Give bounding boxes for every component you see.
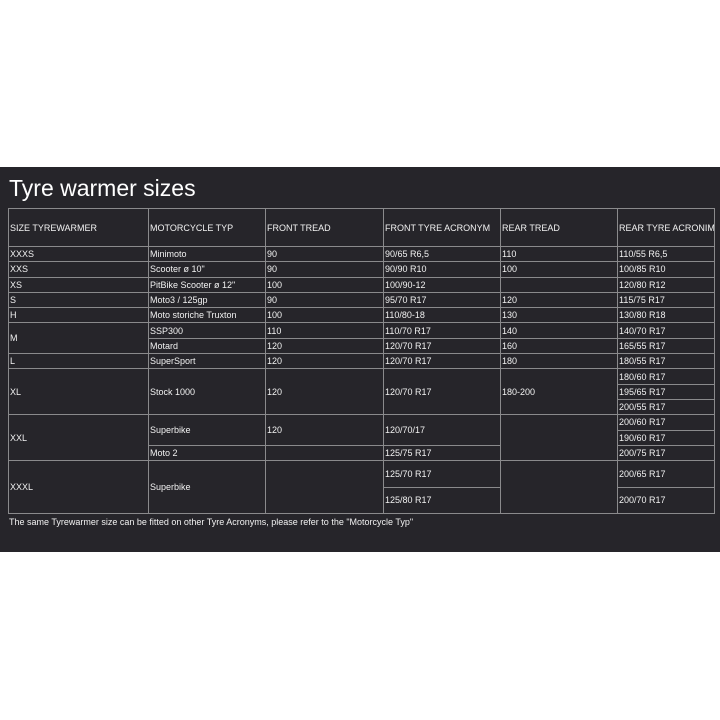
table-row: H Moto storiche Truxton 100 110/80-18 130 130… xyxy=(8,307,715,324)
table-cell xyxy=(500,414,618,462)
table-cell: 200/70 R17 xyxy=(617,486,715,515)
table-cell: Motard xyxy=(148,337,266,355)
table-row: XXXS Minimoto 90 90/65 R6,5 110 110/55 R6,5 xyxy=(8,245,715,263)
table-cell: 125/70 R17 xyxy=(383,460,501,488)
table-cell: 125/80 R17 xyxy=(383,486,501,515)
column-header: REAR TREAD xyxy=(500,208,618,247)
table-cell: PitBike Scooter ø 12" xyxy=(148,276,266,293)
table-cell: XXL xyxy=(8,414,149,462)
table-cell: 90/65 R6,5 xyxy=(383,245,501,263)
table-cell: 100/90-12 xyxy=(383,276,501,293)
table-cell: XXXS xyxy=(8,245,149,263)
column-header: MOTORCYCLE TYP xyxy=(148,208,266,247)
table-cell: S xyxy=(8,291,149,309)
table-cell: 120 xyxy=(265,353,384,370)
table-cell: Scooter ø 10" xyxy=(148,261,266,278)
table-cell xyxy=(265,460,384,515)
table-cell: 90 xyxy=(265,261,384,278)
table-cell: SuperSport xyxy=(148,353,266,370)
table-cell: 95/70 R17 xyxy=(383,291,501,309)
table-cell: 110 xyxy=(500,245,618,263)
table-cell: 90 xyxy=(265,245,384,263)
table-cell: 120 xyxy=(265,368,384,416)
table-cell xyxy=(500,460,618,515)
table-row: XS PitBike Scooter ø 12" 100 100/90-12 120/8… xyxy=(8,276,715,293)
table-cell: 120 xyxy=(500,291,618,309)
table-cell: 100 xyxy=(500,261,618,278)
table-cell: 180 xyxy=(500,353,618,370)
table-cell: 195/65 R17 xyxy=(617,383,715,400)
table-cell: SSP300 xyxy=(148,322,266,339)
table-cell: 165/55 R17 xyxy=(617,337,715,355)
table-cell: H xyxy=(8,307,149,324)
column-header: FRONT TYRE ACRONYM xyxy=(383,208,501,247)
table-cell: 120/70/17 xyxy=(383,414,501,446)
column-header: REAR TYRE ACRONIM xyxy=(617,208,715,247)
table-cell xyxy=(265,444,384,462)
table-cell: XS xyxy=(8,276,149,293)
table-cell: Moto 2 xyxy=(148,444,266,462)
table-cell: XL xyxy=(8,368,149,416)
fitment-note: The same Tyrewarmer size can be fitted o… xyxy=(9,517,414,527)
table-row: XXS Scooter ø 10" 90 90/90 R10 100 100/85 R10 xyxy=(8,261,715,278)
table-row: S Moto3 / 125gp 90 95/70 R17 120 115/75 R17 xyxy=(8,291,715,309)
table-cell: 200/65 R17 xyxy=(617,460,715,488)
table-row: M SSP300 110 110/70 R17 140 140/70 R17 xyxy=(8,322,715,355)
table-cell: Superbike xyxy=(148,414,266,446)
column-header: SIZE TYREWARMER xyxy=(8,208,149,247)
table-cell: 130/80 R18 xyxy=(617,307,715,324)
table-cell: 125/75 R17 xyxy=(383,444,501,462)
table-cell: 110/55 R6,5 xyxy=(617,245,715,263)
table-cell: 190/60 R17 xyxy=(617,429,715,446)
table-cell: Minimoto xyxy=(148,245,266,263)
table-cell: 115/75 R17 xyxy=(617,291,715,309)
table-cell xyxy=(500,276,618,293)
table-row: XXXL Superbike 125/70 R17 200/65 R17 xyxy=(8,460,715,515)
column-header: FRONT TREAD xyxy=(265,208,384,247)
table-cell: Stock 1000 xyxy=(148,368,266,416)
table-row: XXL Superbike 120 120/70/17 200/60 R17 xyxy=(8,414,715,462)
table-cell: 110/70 R17 xyxy=(383,322,501,339)
table-cell: 180-200 xyxy=(500,368,618,416)
table-header-row: SIZE TYREWARMER MOTORCYCLE TYP FRONT TREAD… xyxy=(8,208,715,247)
table-cell: 200/75 R17 xyxy=(617,444,715,462)
table-cell: 120/70 R17 xyxy=(383,337,501,355)
table-cell: Moto storiche Truxton xyxy=(148,307,266,324)
table-cell: 140/70 R17 xyxy=(617,322,715,339)
page-title: Tyre warmer sizes xyxy=(9,175,196,201)
table-row: Motard 120 120/70 R17 160 165/55 R17 xyxy=(9,337,715,355)
table-cell: 140 xyxy=(500,322,618,339)
table-cell: 110 xyxy=(265,322,384,339)
table-cell: Moto3 / 125gp xyxy=(148,291,266,309)
table-cell: L xyxy=(8,353,149,370)
table-cell: 100 xyxy=(265,307,384,324)
table-cell: XXS xyxy=(8,261,149,278)
tyre-warmer-panel: Tyre warmer sizes SIZE TYREWARMER MOTORCY… xyxy=(0,167,720,552)
table-cell: 200/55 R17 xyxy=(617,398,715,416)
table-cell: 100 xyxy=(265,276,384,293)
table-cell: 180/55 R17 xyxy=(617,353,715,370)
table-cell: 120/70 R17 xyxy=(383,353,501,370)
table-row: 125/80 R17 200/70 R17 xyxy=(9,486,715,515)
table-cell: 100/85 R10 xyxy=(617,261,715,278)
table-cell: 180/60 R17 xyxy=(617,368,715,385)
table-cell: 120 xyxy=(265,337,384,355)
table-cell: 200/60 R17 xyxy=(617,414,715,431)
tyre-warmer-size-table: SIZE TYREWARMER MOTORCYCLE TYP FRONT TREAD… xyxy=(8,208,715,515)
table-cell: 120 xyxy=(265,414,384,446)
table-cell: 120/80 R12 xyxy=(617,276,715,293)
table-cell: 120/70 R17 xyxy=(383,368,501,416)
table-cell: M xyxy=(8,322,149,355)
table-cell: 90 xyxy=(265,291,384,309)
table-cell: XXXL xyxy=(8,460,149,515)
table-row: XL Stock 1000 120 120/70 R17 180-200 180/60 R… xyxy=(8,368,715,416)
table-cell: 160 xyxy=(500,337,618,355)
table-cell: 130 xyxy=(500,307,618,324)
table-cell: 90/90 R10 xyxy=(383,261,501,278)
table-cell: 110/80-18 xyxy=(383,307,501,324)
table-row: L SuperSport 120 120/70 R17 180 180/55 R17 xyxy=(8,353,715,370)
table-cell: Superbike xyxy=(148,460,266,515)
table-row: Moto 2 125/75 R17 200/75 R17 xyxy=(9,444,715,462)
